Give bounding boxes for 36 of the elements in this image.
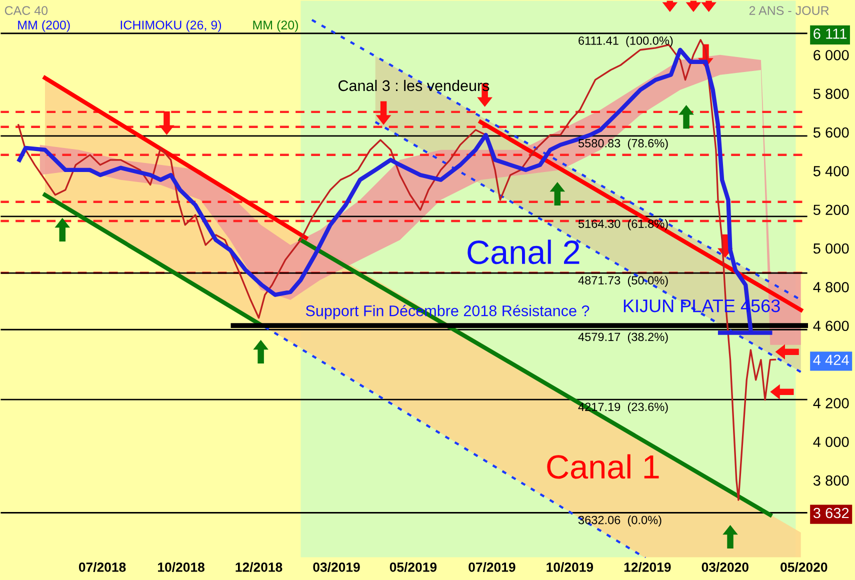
y-tick-label: 5 600 — [813, 127, 849, 138]
x-tick-label: 10/2019 — [546, 562, 594, 572]
annotation: ICHIMOKU (26, 9) — [120, 20, 222, 32]
ref-line-label: 5580.83 (78.6%) — [578, 138, 668, 150]
x-tick-label: 03/2020 — [702, 562, 748, 572]
y-tick-label: 4 000 — [813, 436, 849, 448]
annotation: MM (20) — [253, 20, 298, 32]
x-tick-label: 12/2018 — [236, 562, 282, 572]
ref-line-label: 4579.17 (38.2%) — [578, 332, 668, 344]
y-tick-label: 6 000 — [814, 50, 849, 60]
y-tick-label: 4 424 — [813, 354, 849, 365]
chart-title: CAC 40 — [4, 6, 48, 15]
x-tick-label: 12/2019 — [624, 562, 671, 572]
annotation: MM (200) — [18, 20, 70, 32]
y-tick-label: 5 400 — [813, 166, 849, 176]
ref-line-label: 4871.73 (50.0%) — [578, 276, 668, 287]
x-tick-label: 03/2019 — [313, 562, 360, 572]
annotation: Canal 1 — [547, 454, 659, 479]
y-tick-label: 3 632 — [813, 508, 849, 518]
x-tick-label: 05/2019 — [390, 562, 437, 572]
x-tick-label: 07/2019 — [468, 562, 516, 572]
y-tick-label: 5 200 — [813, 204, 849, 216]
y-tick-label: 5 800 — [813, 88, 849, 100]
y-tick-label: 4 600 — [813, 320, 849, 332]
annotation: Canal 2 — [468, 240, 580, 264]
y-tick-label: 3 800 — [813, 475, 849, 486]
y-tick-label: 4 800 — [813, 282, 849, 292]
ref-line-label: 6111.41 (100.0%) — [578, 36, 673, 48]
y-tick-label: 6 111 — [814, 28, 846, 39]
x-tick-label: 05/2020 — [780, 562, 828, 572]
chart-subtitle: 2 ANS - JOUR — [749, 6, 829, 15]
y-tick-label: 4 200 — [813, 398, 849, 408]
x-tick-label: 10/2018 — [158, 562, 204, 572]
ref-line-label: 3632.06 (0.0%) — [578, 516, 662, 527]
x-tick-label: 07/2018 — [78, 562, 126, 572]
y-tick-label: 5 000 — [813, 243, 849, 254]
